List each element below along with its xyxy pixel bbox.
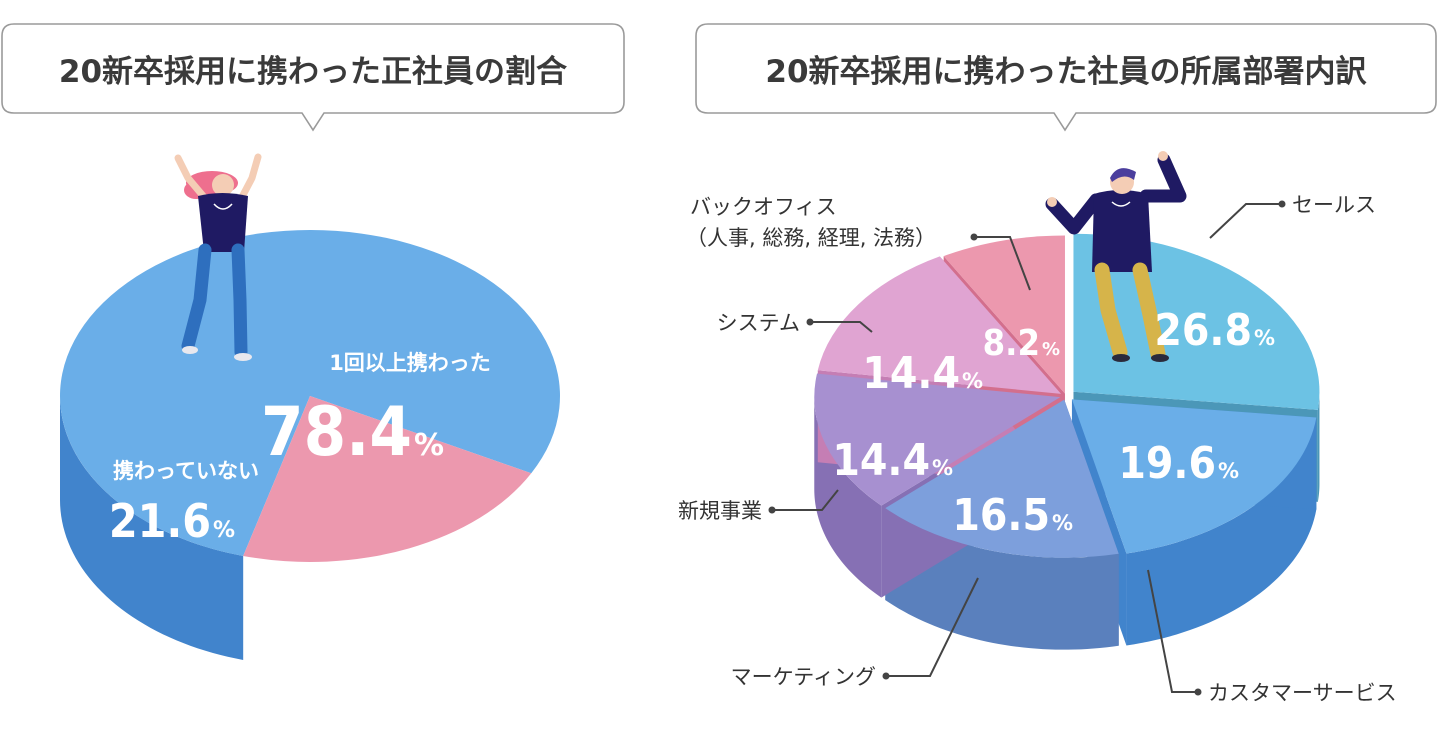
right-slice-values: 26.8 % 19.6 % 16.5 % 14.4 % 14.4 % 8.2 % [832, 305, 1275, 541]
slice-value-8.2: 8.2 % [983, 323, 1060, 364]
man-figure-illustration [1045, 151, 1187, 362]
slice-value-16.5-unit: % [1052, 511, 1073, 535]
slice-value-21.6: 21.6 % [109, 494, 235, 548]
slice-value-19.6-number: 19.6 [1118, 438, 1216, 489]
pie-slice-携わっていない [243, 396, 532, 562]
leader-line-cs [1147, 569, 1198, 693]
callout-label-system: システム [717, 311, 800, 335]
slice-value-26.8-number: 26.8 [1154, 305, 1252, 356]
callout-labels: セールス カスタマーサービス マーケティング 新規事業 システム バックオフィス… [678, 193, 1397, 705]
pie-side-セールス [1317, 391, 1320, 502]
slice-value-78.4-unit: % [414, 428, 444, 463]
left-pie-sides [60, 396, 244, 660]
pie-slice-1回以上携わった [59, 229, 561, 556]
slice-label-1回以上携わった: 1回以上携わった [329, 351, 491, 375]
slice-value-19.6: 19.6 % [1118, 438, 1239, 489]
leader-dot-cs [1194, 688, 1202, 696]
slice-value-14.4b-number: 14.4 [862, 348, 960, 399]
right-chart: 20新卒採用に携わった社員の所属部署内訳 [678, 23, 1437, 705]
pie-slice-カスタマーサービス [1071, 399, 1317, 554]
right-title-bubble: 20新卒採用に携わった社員の所属部署内訳 [695, 23, 1437, 132]
left-chart: 20新卒採用に携わった正社員の割合 [1, 23, 625, 660]
callout-leader-lines [772, 203, 1282, 693]
slice-value-21.6-unit: % [213, 518, 235, 543]
callout-label-sales: セールス [1292, 193, 1376, 217]
pie-slice-バックオフィス [943, 235, 1065, 394]
right-pie-tops [814, 233, 1320, 558]
slice-value-26.8: 26.8 % [1154, 305, 1275, 356]
slice-value-14.4b-unit: % [962, 369, 983, 393]
pie-slice-新規事業 [814, 373, 1061, 506]
slice-value-19.6-unit: % [1218, 459, 1239, 483]
slice-value-14.4a-unit: % [932, 456, 953, 480]
woman-figure-illustration [174, 153, 262, 361]
leader-line-marketing [886, 577, 979, 677]
slice-value-26.8-unit: % [1254, 326, 1275, 350]
slice-label-携わっていない: 携わっていない [113, 459, 259, 483]
leader-dot-newbiz [768, 506, 776, 514]
slice-value-8.2-unit: % [1042, 339, 1060, 360]
left-pie-tops [59, 229, 561, 562]
slice-value-14.4-new-business: 14.4 % [832, 435, 953, 486]
slice-value-78.4-number: 78.4 [261, 393, 412, 472]
callout-label-backoffice: バックオフィス [690, 195, 837, 219]
slice-value-16.5: 16.5 % [952, 490, 1073, 541]
pie-slice-システム [817, 256, 1062, 394]
callout-dots [768, 200, 1286, 696]
pie-side-1回以上携わった [60, 396, 244, 660]
callout-label-customer-service: カスタマーサービス [1208, 681, 1397, 705]
leader-line-backoffice [974, 236, 1031, 291]
left-title-bubble: 20新卒採用に携わった正社員の割合 [1, 23, 625, 132]
pie-side-新規事業 [814, 397, 882, 598]
slice-value-16.5-number: 16.5 [952, 490, 1050, 541]
pie-side-カスタマーサービス [1126, 417, 1317, 646]
callout-label-new-business: 新規事業 [678, 499, 762, 523]
leader-line-newbiz [772, 489, 839, 511]
leader-line-system [810, 321, 873, 333]
slice-value-21.6-number: 21.6 [109, 494, 211, 548]
slice-value-14.4-system: 14.4 % [862, 348, 983, 399]
leader-dot-marketing [882, 672, 890, 680]
leader-line-sales [1209, 203, 1282, 239]
left-slice-labels: 1回以上携わった 78.4 % 携わっていない 21.6 % [109, 351, 491, 548]
slice-value-8.2-number: 8.2 [983, 323, 1040, 364]
slice-value-78.4: 78.4 % [261, 393, 444, 472]
slice-value-14.4a-number: 14.4 [832, 435, 930, 486]
left-chart-title: 20新卒採用に携わった正社員の割合 [59, 54, 567, 90]
leader-dot-sales [1278, 200, 1286, 208]
leader-dot-backoffice [970, 233, 978, 241]
leader-dot-system [806, 318, 814, 326]
callout-label-marketing: マーケティング [731, 665, 876, 689]
right-chart-title: 20新卒採用に携わった社員の所属部署内訳 [765, 54, 1367, 90]
pie-slice-マーケティング [885, 399, 1119, 558]
callout-label-backoffice-detail: （人事, 総務, 経理, 法務） [686, 226, 936, 250]
